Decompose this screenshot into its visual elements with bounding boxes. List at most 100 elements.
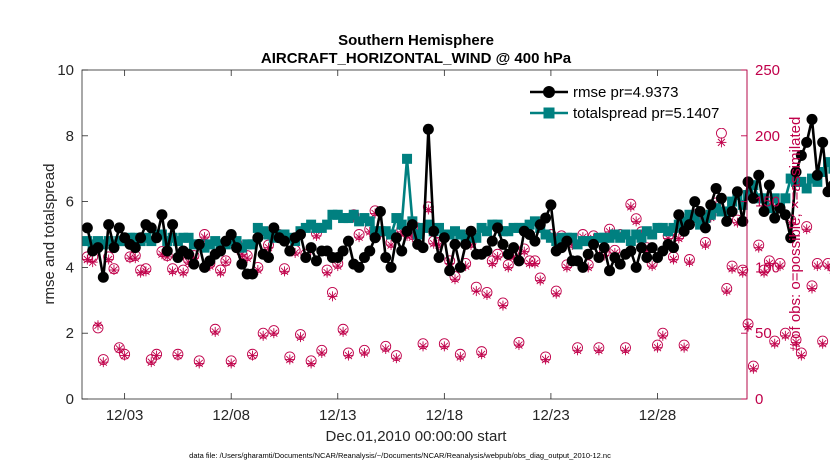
obs-assimilated-point <box>124 253 135 264</box>
obs-assimilated-point <box>535 275 546 286</box>
rmse-point <box>167 219 179 231</box>
totalspread-point <box>567 232 578 243</box>
rmse-point <box>284 245 296 257</box>
rmse-point <box>92 242 104 254</box>
rmse-series-group <box>81 113 830 283</box>
obs-assimilated-point <box>657 330 668 341</box>
rmse-point <box>513 255 525 267</box>
obs-assimilated-point <box>380 343 391 354</box>
totalspread-point <box>508 222 519 233</box>
rmse-point <box>188 258 200 270</box>
rmse-point <box>641 252 653 264</box>
obs-assimilated-point <box>140 266 151 277</box>
totalspread-point <box>647 229 658 240</box>
obs-assimilated-point <box>481 290 492 301</box>
totalspread-point <box>556 232 567 243</box>
rmse-point <box>385 261 397 273</box>
rmse-point <box>806 113 818 125</box>
obs-assimilated-point <box>817 338 828 349</box>
totalspread-point <box>380 226 391 237</box>
totalspread-point <box>311 222 322 233</box>
y-axis-right: 0 50 100 150 200 250 <box>741 62 780 408</box>
totalspread-point <box>391 213 402 224</box>
rmse-point <box>742 176 754 188</box>
totalspread-point <box>359 213 370 224</box>
x-tick-label: 12/18 <box>426 407 464 424</box>
rmse-point <box>598 242 610 254</box>
totalspread-point <box>764 203 775 214</box>
totalspread-point <box>98 239 109 250</box>
totalspread-point <box>258 226 269 237</box>
totalspread-point <box>785 173 796 184</box>
obs-assimilated-point <box>471 286 482 297</box>
rmse-point <box>337 245 349 257</box>
x-tick-label: 12/28 <box>639 407 677 424</box>
obs-assimilated-point <box>247 350 258 361</box>
totalspread-point <box>583 236 594 247</box>
totalspread-point <box>343 213 354 224</box>
obs-possible-point <box>715 127 727 139</box>
rmse-point <box>454 261 466 273</box>
obs-assimilated-point <box>647 261 658 272</box>
obs-assimilated-point <box>620 345 631 356</box>
totalspread-point <box>652 222 663 233</box>
rmse-point <box>156 209 168 221</box>
obs-assimilated-point <box>631 216 642 227</box>
rmse-point <box>588 238 600 250</box>
rmse-point <box>422 123 434 135</box>
rmse-point <box>758 205 770 217</box>
totalspread-point <box>812 176 823 187</box>
obs-assimilated-point <box>593 345 604 356</box>
totalspread-point <box>705 209 716 220</box>
obs-assimilated-point <box>737 267 748 278</box>
totalspread-point <box>146 236 157 247</box>
totalspread-point <box>684 209 695 220</box>
totalspread-point <box>529 216 540 227</box>
rmse-point <box>129 242 141 254</box>
rmse-point <box>747 192 759 204</box>
rmse-point <box>497 238 509 250</box>
obs-assimilated-point <box>108 265 119 276</box>
rmse-point <box>353 261 365 273</box>
obs-assimilated-point <box>529 258 540 269</box>
obs-assimilated-point <box>679 342 690 353</box>
totalspread-point <box>386 229 397 240</box>
totalspread-point <box>449 226 460 237</box>
totalspread-point <box>460 232 471 243</box>
rmse-point <box>795 150 807 162</box>
obs-assimilated-point <box>135 267 146 278</box>
totalspread-point <box>657 222 668 233</box>
rmse-point <box>604 265 616 277</box>
obs-assimilated-point <box>822 261 830 272</box>
obs-assimilated-point <box>194 358 205 369</box>
rmse-point <box>635 242 647 254</box>
legend-box <box>524 78 742 128</box>
obs-assimilated-point <box>487 258 498 269</box>
totalspread-point <box>476 222 487 233</box>
y2-tick-label: 250 <box>755 62 780 79</box>
totalspread-point <box>156 229 167 240</box>
rmse-point <box>444 265 456 277</box>
obs-assimilated-point <box>215 267 226 278</box>
obs-assimilated-point <box>455 351 466 362</box>
obs-assimilated-point <box>172 350 183 361</box>
rmse-point <box>753 169 765 181</box>
obs-assimilated-point <box>268 328 279 339</box>
totalspread-point <box>423 219 434 230</box>
obs-assimilated-point <box>359 347 370 358</box>
totalspread-point <box>364 216 375 227</box>
x-tick-label: 12/08 <box>212 407 250 424</box>
obs-assimilated-point <box>796 350 807 361</box>
rmse-point <box>364 245 376 257</box>
rmse-point <box>262 252 274 264</box>
x-axis-label: Dec.01,2010 00:00:00 start <box>326 428 508 445</box>
rmse-point <box>822 186 830 198</box>
totalspread-point <box>215 239 226 250</box>
obs-assimilated-point <box>503 262 514 273</box>
rmse-point <box>305 242 317 254</box>
totalspread-point <box>263 229 274 240</box>
obs-assimilated-point <box>119 350 130 361</box>
totalspread-point <box>641 226 652 237</box>
obs-assimilated-point <box>327 291 338 302</box>
totalspread-point <box>231 236 242 247</box>
